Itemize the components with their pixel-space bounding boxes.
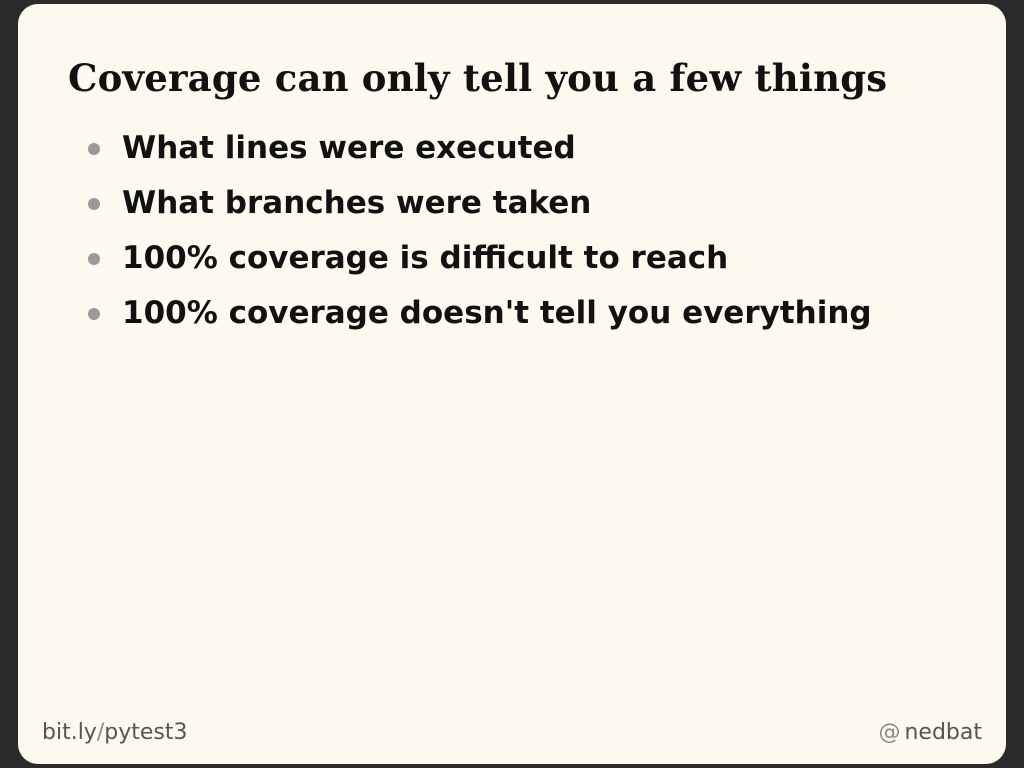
footer-link: bit.ly/pytest3 xyxy=(42,720,187,745)
bullet-dot-icon xyxy=(88,308,100,320)
bullet-dot-icon xyxy=(88,143,100,155)
at-sign-icon: @ xyxy=(878,720,901,745)
bullet-dot-icon xyxy=(88,198,100,210)
bullet-text: What branches were taken xyxy=(122,185,592,221)
bullet-dot-icon xyxy=(88,253,100,265)
bullet-text: 100% coverage doesn't tell you everythin… xyxy=(122,295,872,331)
bullet-text: What lines were executed xyxy=(122,130,576,166)
footer-link-path: pytest3 xyxy=(104,720,188,745)
footer-handle: @ nedbat xyxy=(878,720,982,745)
bullet-text: 100% coverage is difficult to reach xyxy=(122,240,729,276)
slide: Coverage can only tell you a few things … xyxy=(18,4,1006,764)
slide-title: Coverage can only tell you a few things xyxy=(68,56,888,100)
footer-link-domain: bit.ly xyxy=(42,720,97,745)
footer-handle-name: nedbat xyxy=(904,720,982,745)
footer-link-separator: / xyxy=(96,720,105,745)
